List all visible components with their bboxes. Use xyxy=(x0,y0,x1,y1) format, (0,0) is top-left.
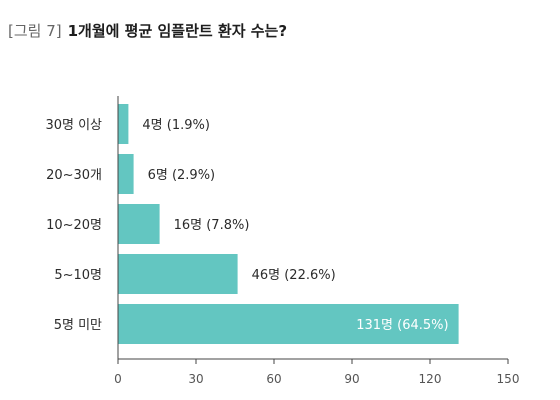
x-tick-label: 90 xyxy=(344,372,359,386)
x-tick-label: 120 xyxy=(419,372,442,386)
bar-2 xyxy=(118,154,134,194)
bar-1 xyxy=(118,104,129,144)
bar-4 xyxy=(118,254,238,294)
chart-title: [그림 7] 1개월에 평균 임플란트 환자 수는? xyxy=(8,20,287,41)
chart-title-text: 1개월에 평균 임플란트 환자 수는? xyxy=(67,22,288,40)
category-label: 5명 미만 xyxy=(54,318,102,333)
data-label: 46명 (22.6%) xyxy=(252,268,336,283)
data-label: 4명 (1.9%) xyxy=(142,118,210,133)
x-tick-label: 0 xyxy=(114,372,122,386)
category-label: 30명 이상 xyxy=(45,118,102,133)
data-label: 16명 (7.8%) xyxy=(174,218,250,233)
category-label: 10~20명 xyxy=(46,218,102,233)
category-label: 5~10명 xyxy=(54,268,102,283)
category-label: 20~30개 xyxy=(46,168,102,183)
bar-5 xyxy=(118,304,459,344)
figure-label: [그림 7] xyxy=(8,22,62,40)
data-label: 6명 (2.9%) xyxy=(148,168,216,183)
x-tick-label: 60 xyxy=(266,372,281,386)
data-label: 131명 (64.5%) xyxy=(356,318,448,333)
x-tick-label: 30 xyxy=(188,372,203,386)
x-tick-label: 150 xyxy=(497,372,520,386)
bar-3 xyxy=(118,204,160,244)
